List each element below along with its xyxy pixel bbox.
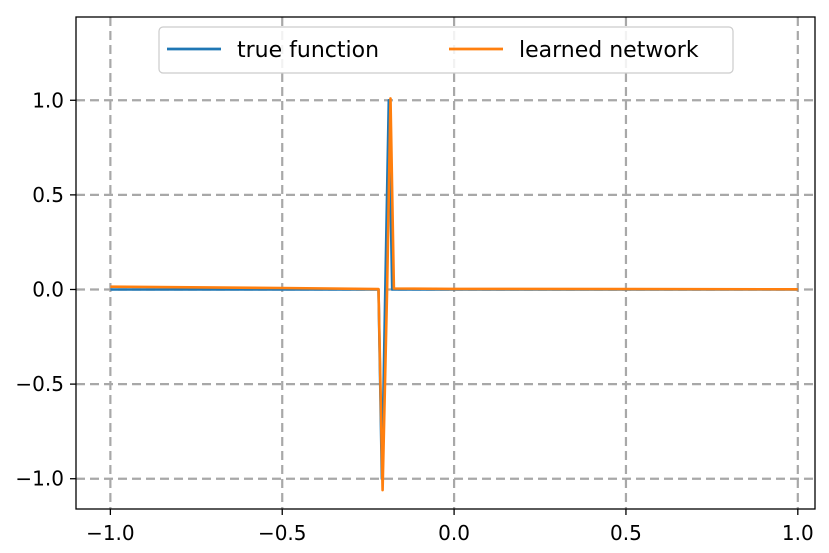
y-tick-label: −1.0	[15, 467, 64, 491]
x-tick-label: −1.0	[86, 521, 135, 545]
axes-frame	[75, 16, 816, 510]
series-lines	[110, 97, 798, 492]
y-tick-label: 0.0	[32, 277, 64, 301]
x-tick-label: 1.0	[782, 521, 814, 545]
x-tick-label: −0.5	[258, 521, 307, 545]
grid-lines	[76, 17, 815, 509]
legend-label: true function	[237, 38, 379, 63]
legend-box	[158, 26, 734, 74]
x-tick-label: 0.0	[438, 521, 470, 545]
y-tick-label: 1.0	[32, 88, 64, 112]
y-tick-label: 0.5	[32, 183, 64, 207]
x-tick-label: 0.5	[610, 521, 642, 545]
legend: true function learned network	[158, 26, 734, 74]
series-line-1	[110, 97, 798, 492]
legend-label: learned network	[519, 38, 699, 63]
y-tick-label: −0.5	[15, 372, 64, 396]
axis-ticks: −1.0 −0.5 0.0 0.5 1.0 −1.0 −0.5 0.0 0.5 1.0	[15, 88, 813, 545]
